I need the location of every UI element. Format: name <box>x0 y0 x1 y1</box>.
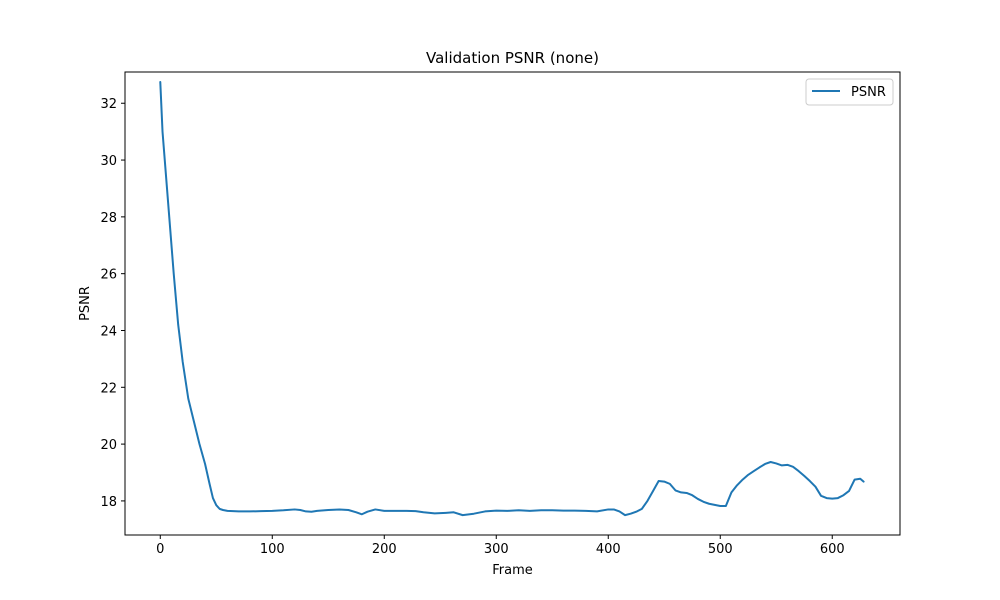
legend-label-psnr: PSNR <box>851 85 886 100</box>
y-tick-label: 24 <box>100 324 117 339</box>
series-line-psnr <box>159 80 865 517</box>
x-tick-label: 500 <box>708 542 733 557</box>
plot-area <box>125 72 900 535</box>
x-tick-label: 200 <box>372 542 397 557</box>
y-axis-label: PSNR <box>78 286 93 321</box>
x-tick-label: 400 <box>596 542 621 557</box>
y-tick-label: 22 <box>100 381 117 396</box>
y-tick-label: 20 <box>100 438 117 453</box>
x-tick-label: 100 <box>260 542 285 557</box>
legend: PSNR <box>805 78 894 106</box>
x-axis: 0 100 200 300 400 500 600 <box>156 535 845 557</box>
x-axis-label: Frame <box>492 563 533 578</box>
y-tick-label: 30 <box>100 154 117 169</box>
plot-frame <box>124 71 901 536</box>
y-tick-label: 26 <box>100 268 117 283</box>
chart-title: Validation PSNR (none) <box>426 49 599 67</box>
y-tick-label: 18 <box>100 495 117 510</box>
y-tick-label: 28 <box>100 211 117 226</box>
y-axis: 18 20 22 24 26 28 30 32 <box>100 97 125 510</box>
x-tick-label: 300 <box>484 542 509 557</box>
y-tick-label: 32 <box>100 97 117 112</box>
x-tick-label: 600 <box>820 542 845 557</box>
plot-layer <box>159 80 865 517</box>
x-tick-label: 0 <box>156 542 164 557</box>
legend-box <box>805 78 894 106</box>
